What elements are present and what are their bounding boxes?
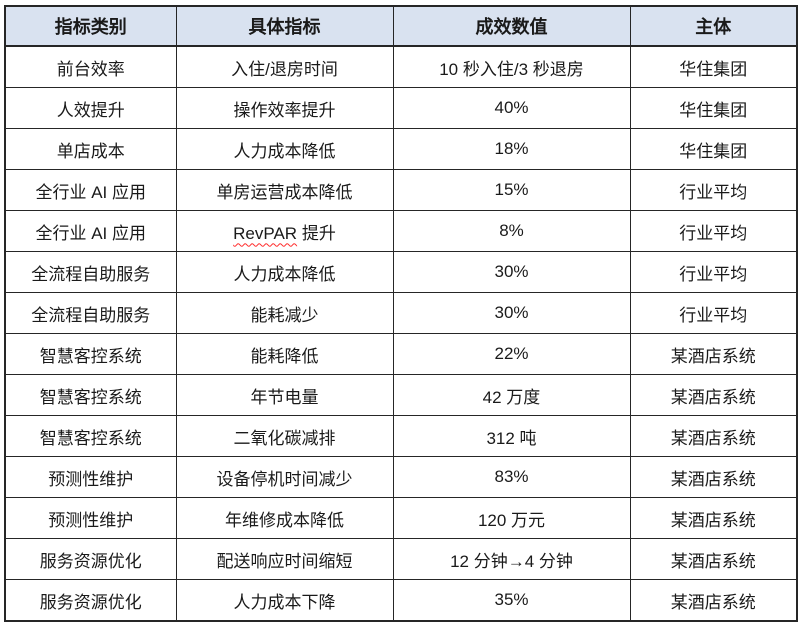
cell-subject: 行业平均 [629, 251, 798, 293]
table-row: 全流程自助服务 人力成本降低 30% 行业平均 [4, 251, 798, 293]
cell-value: 40% [392, 87, 631, 129]
column-header-subject: 主体 [629, 5, 798, 47]
cell-subject: 行业平均 [629, 210, 798, 252]
cell-subject: 某酒店系统 [629, 333, 798, 375]
table-row: 智慧客控系统 能耗降低 22% 某酒店系统 [4, 333, 798, 375]
column-header-category: 指标类别 [4, 5, 177, 47]
cell-category: 服务资源优化 [4, 579, 177, 622]
cell-value: 83% [392, 456, 631, 498]
cell-value: 15% [392, 169, 631, 211]
table-header: 指标类别 具体指标 成效数值 主体 [4, 5, 798, 47]
spellcheck-underlined-text: RevPAR [233, 223, 298, 243]
cell-category: 智慧客控系统 [4, 333, 177, 375]
table-row: 预测性维护 设备停机时间减少 83% 某酒店系统 [4, 456, 798, 498]
cell-category: 预测性维护 [4, 456, 177, 498]
column-header-value: 成效数值 [392, 5, 631, 47]
cell-value: 18% [392, 128, 631, 170]
cell-value: 10 秒入住/3 秒退房 [392, 45, 631, 88]
table-row: 智慧客控系统 年节电量 42 万度 某酒店系统 [4, 374, 798, 416]
cell-indicator: 配送响应时间缩短 [175, 538, 394, 580]
cell-indicator: 人力成本降低 [175, 251, 394, 293]
cell-indicator: 入住/退房时间 [175, 45, 394, 88]
table-row: 全行业 AI 应用 RevPAR 提升 8% 行业平均 [4, 210, 798, 252]
cell-category: 智慧客控系统 [4, 415, 177, 457]
cell-subject: 华住集团 [629, 87, 798, 129]
cell-indicator: 能耗降低 [175, 333, 394, 375]
cell-subject: 行业平均 [629, 292, 798, 334]
cell-subject: 某酒店系统 [629, 497, 798, 539]
cell-subject: 某酒店系统 [629, 415, 798, 457]
cell-value: 30% [392, 251, 631, 293]
cell-indicator: 人力成本降低 [175, 128, 394, 170]
table-row: 全行业 AI 应用 单房运营成本降低 15% 行业平均 [4, 169, 798, 211]
cell-subject: 华住集团 [629, 128, 798, 170]
table-row: 前台效率 入住/退房时间 10 秒入住/3 秒退房 华住集团 [4, 45, 798, 88]
cell-subject: 某酒店系统 [629, 579, 798, 622]
table-row: 人效提升 操作效率提升 40% 华住集团 [4, 87, 798, 129]
cell-value: 8% [392, 210, 631, 252]
cell-indicator: 设备停机时间减少 [175, 456, 394, 498]
cell-subject: 某酒店系统 [629, 456, 798, 498]
table-row: 智慧客控系统 二氧化碳减排 312 吨某酒店系统 [4, 415, 798, 457]
cell-category: 智慧客控系统 [4, 374, 177, 416]
cell-subject: 行业平均 [629, 169, 798, 211]
cell-category: 全流程自助服务 [4, 251, 177, 293]
cell-value: 22% [392, 333, 631, 375]
cell-indicator: 年节电量 [175, 374, 394, 416]
metrics-table: 指标类别 具体指标 成效数值 主体 前台效率 入住/退房时间 10 秒入住/3 秒退… [4, 5, 798, 622]
column-header-indicator: 具体指标 [175, 5, 394, 47]
cell-category: 人效提升 [4, 87, 177, 129]
cell-subject: 某酒店系统 [629, 374, 798, 416]
cell-indicator: 二氧化碳减排 [175, 415, 394, 457]
cell-category: 服务资源优化 [4, 538, 177, 580]
cell-indicator: 单房运营成本降低 [175, 169, 394, 211]
table-body: 前台效率 入住/退房时间 10 秒入住/3 秒退房 华住集团 人效提升 操作效率提升 40%… [4, 45, 798, 622]
cell-subject: 某酒店系统 [629, 538, 798, 580]
cell-indicator: 操作效率提升 [175, 87, 394, 129]
table-row: 服务资源优化 人力成本下降 35% 某酒店系统 [4, 579, 798, 622]
header-row: 指标类别 具体指标 成效数值 主体 [4, 5, 798, 47]
table-row: 单店成本 人力成本降低 18% 华住集团 [4, 128, 798, 170]
table-row: 预测性维护 年维修成本降低 120 万元 某酒店系统 [4, 497, 798, 539]
cell-indicator: 能耗减少 [175, 292, 394, 334]
cell-value: 120 万元 [392, 497, 631, 539]
cell-category: 前台效率 [4, 45, 177, 88]
cell-indicator: RevPAR 提升 [175, 210, 394, 252]
cell-category: 全行业 AI 应用 [4, 169, 177, 211]
cell-value: 12 分钟→4 分钟 [392, 538, 631, 580]
cell-category: 单店成本 [4, 128, 177, 170]
cell-category: 预测性维护 [4, 497, 177, 539]
cell-value: 42 万度 [392, 374, 631, 416]
cell-category: 全行业 AI 应用 [4, 210, 177, 252]
cell-value: 312 吨 [392, 415, 631, 457]
cell-indicator: 年维修成本降低 [175, 497, 394, 539]
table-row: 全流程自助服务 能耗减少 30% 行业平均 [4, 292, 798, 334]
cell-indicator: 人力成本下降 [175, 579, 394, 622]
cell-value: 30% [392, 292, 631, 334]
cell-value: 35% [392, 579, 631, 622]
cell-subject: 华住集团 [629, 45, 798, 88]
table-row: 服务资源优化 配送响应时间缩短 12 分钟→4 分钟 某酒店系统 [4, 538, 798, 580]
cell-category: 全流程自助服务 [4, 292, 177, 334]
